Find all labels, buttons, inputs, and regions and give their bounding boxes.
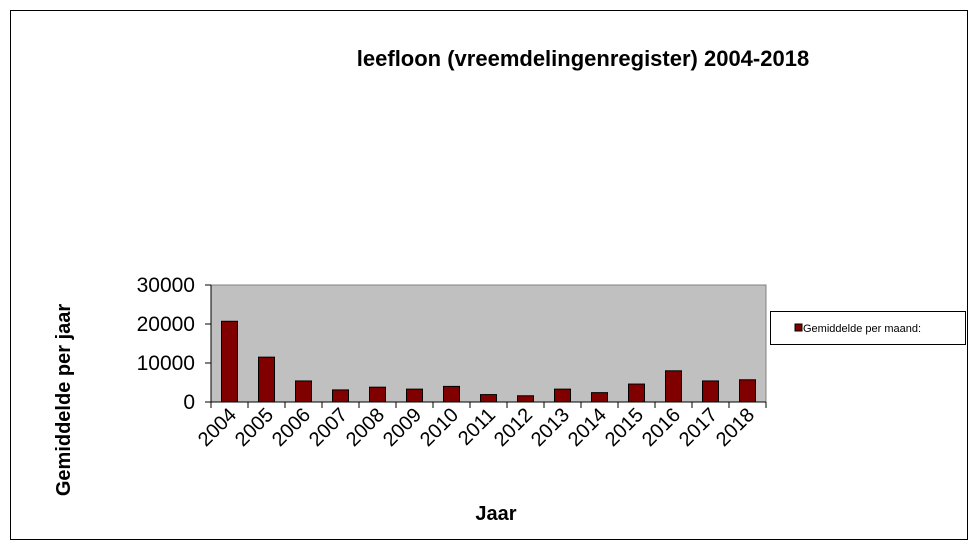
y-axis-label: Gemiddelde per jaar [53,304,75,497]
bar [443,385,460,403]
legend-swatch [794,323,803,332]
bar [628,383,645,403]
bar [258,356,275,403]
plot-area [210,284,767,403]
bar [554,388,571,403]
bar [591,392,608,403]
bar [221,320,238,403]
bar [739,379,756,403]
bar [332,389,349,403]
legend-label: Gemiddelde per maand: [803,323,921,335]
y-tick-label: 30000 [137,274,195,297]
x-axis-label: Jaar [475,503,516,525]
y-tick-label: 10000 [137,352,195,375]
legend-box [770,311,966,345]
bar [702,380,719,403]
chart-title: leefloon (vreemdelingenregister) 2004-20… [357,46,809,71]
bar [480,394,497,403]
bar [406,388,423,403]
bar [295,380,312,403]
y-tick-label: 0 [183,391,195,414]
chart-border [10,10,968,540]
legend [770,311,966,345]
bar [517,395,534,403]
bar [665,370,682,403]
y-tick-label: 20000 [137,313,195,336]
bar [369,386,386,403]
